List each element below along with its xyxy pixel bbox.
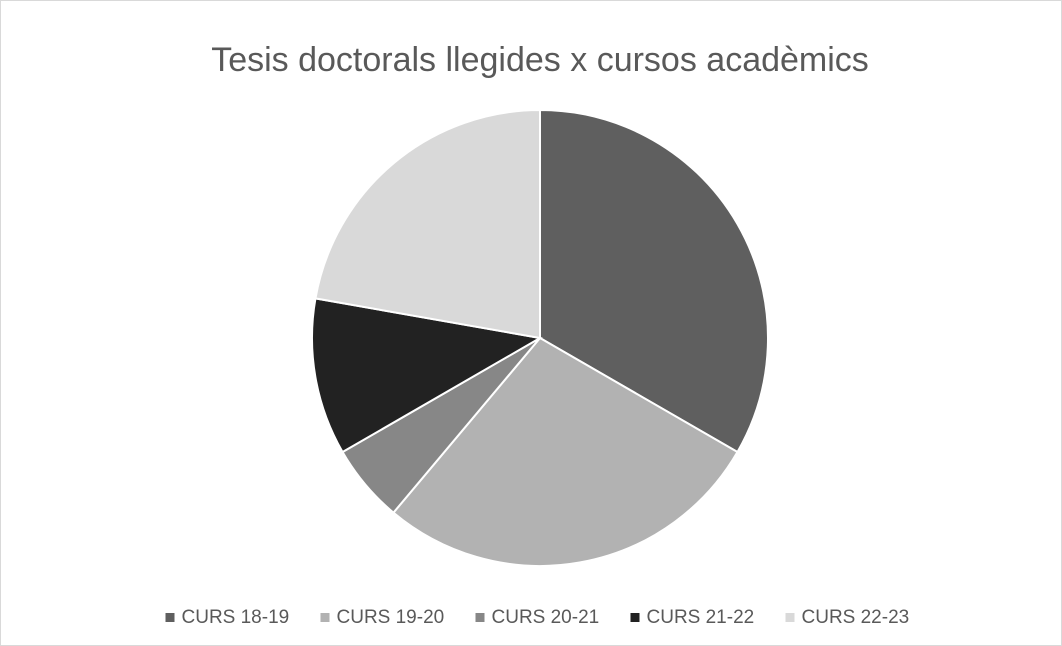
legend-label: CURS 19-20 — [337, 607, 445, 628]
legend-swatch — [630, 613, 640, 622]
pie-slice — [311, 297, 543, 454]
legend-label: CURS 20-21 — [492, 607, 600, 628]
pie-slice — [314, 108, 541, 340]
chart-title: Tesis doctorals llegides x cursos acadèm… — [211, 41, 869, 79]
pie-slice — [392, 336, 739, 567]
legend-swatch — [320, 613, 330, 622]
legend-label: CURS 21-22 — [647, 607, 755, 628]
legend-swatch — [475, 613, 485, 622]
pie-slice — [539, 108, 769, 454]
legend-label: CURS 22-23 — [802, 607, 910, 628]
legend-swatch — [165, 613, 175, 622]
legend-swatch — [785, 613, 795, 622]
legend-label: CURS 18-19 — [182, 607, 290, 628]
